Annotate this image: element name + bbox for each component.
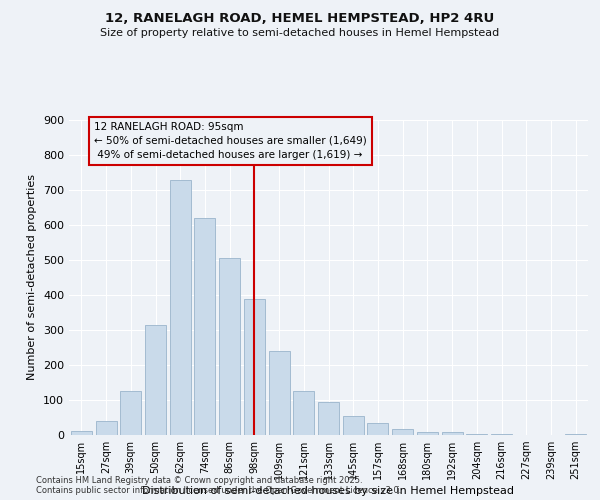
Bar xyxy=(120,391,141,435)
Bar xyxy=(95,421,116,435)
Bar xyxy=(466,434,487,435)
X-axis label: Distribution of semi-detached houses by size in Hemel Hempstead: Distribution of semi-detached houses by … xyxy=(143,486,515,496)
Bar xyxy=(71,431,92,435)
Bar xyxy=(170,180,191,435)
Bar xyxy=(442,432,463,435)
Bar xyxy=(194,218,215,435)
Bar xyxy=(269,351,290,435)
Bar xyxy=(244,298,265,435)
Bar xyxy=(491,434,512,435)
Bar xyxy=(565,434,586,435)
Text: 12, RANELAGH ROAD, HEMEL HEMPSTEAD, HP2 4RU: 12, RANELAGH ROAD, HEMEL HEMPSTEAD, HP2 … xyxy=(106,12,494,26)
Bar xyxy=(392,428,413,435)
Bar xyxy=(318,402,339,435)
Text: Size of property relative to semi-detached houses in Hemel Hempstead: Size of property relative to semi-detach… xyxy=(100,28,500,38)
Bar xyxy=(417,432,438,435)
Bar xyxy=(367,423,388,435)
Bar xyxy=(145,325,166,435)
Y-axis label: Number of semi-detached properties: Number of semi-detached properties xyxy=(28,174,37,380)
Text: Contains HM Land Registry data © Crown copyright and database right 2025.
Contai: Contains HM Land Registry data © Crown c… xyxy=(36,476,401,495)
Bar xyxy=(293,390,314,435)
Bar xyxy=(219,258,240,435)
Bar xyxy=(343,416,364,435)
Text: 12 RANELAGH ROAD: 95sqm
← 50% of semi-detached houses are smaller (1,649)
 49% o: 12 RANELAGH ROAD: 95sqm ← 50% of semi-de… xyxy=(94,122,367,160)
